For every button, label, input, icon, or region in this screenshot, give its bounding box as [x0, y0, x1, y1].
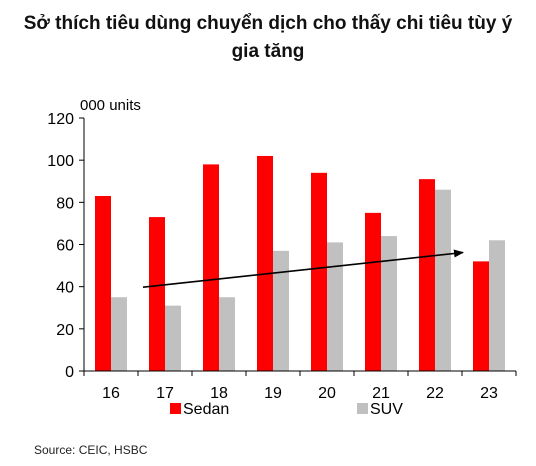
trend-arrow-0	[142, 249, 464, 289]
y-tick-label-40: 40	[56, 280, 74, 297]
bar-suv-18	[219, 297, 235, 371]
bar-suv-22	[435, 189, 451, 371]
y-tick-label-100: 100	[47, 153, 74, 170]
x-tick-label-23: 23	[480, 385, 498, 402]
y-axis-label: 000 units	[80, 97, 141, 114]
y-tick-label-0: 0	[65, 364, 74, 381]
legend-swatch-sedan	[170, 403, 181, 414]
bar-suv-23	[489, 240, 505, 371]
legend-swatch-suv	[357, 403, 368, 414]
bar-sedan-16	[95, 196, 111, 371]
bar-suv-20	[327, 242, 343, 371]
bar-sedan-22	[419, 179, 435, 371]
y-tick-label-20: 20	[56, 322, 74, 339]
bar-sedan-21	[365, 212, 381, 371]
bar-suv-16	[111, 297, 127, 371]
bar-sedan-17	[149, 217, 165, 371]
x-tick-label-21: 21	[372, 385, 390, 402]
x-tick-label-22: 22	[426, 385, 444, 402]
bar-suv-17	[165, 305, 181, 371]
legend: Sedan SUV	[170, 401, 403, 418]
annotation-group	[142, 249, 464, 289]
bar-suv-19	[273, 250, 289, 371]
x-tick-label-20: 20	[318, 385, 336, 402]
chart-title-line-2: gia tăng	[231, 41, 305, 62]
bars-group	[95, 155, 505, 371]
bar-sedan-18	[203, 164, 219, 371]
bar-chart: 0 20 40 60 80 100 120 000 units 16 17 18 19 20 21 22 23…	[47, 97, 517, 418]
bar-sedan-19	[257, 155, 273, 371]
chart-title: Sở thích tiêu dùng chuyển dịch cho thấy …	[0, 10, 536, 66]
legend-label-suv: SUV	[370, 401, 403, 418]
bar-suv-21	[381, 236, 397, 371]
source-note: Source: CEIC, HSBC	[34, 443, 148, 457]
chart-title-line-1: Sở thích tiêu dùng chuyển dịch cho thấy …	[23, 13, 513, 34]
bar-sedan-23	[473, 261, 489, 371]
x-tick-label-17: 17	[156, 385, 174, 402]
y-tick-label-60: 60	[56, 238, 74, 255]
y-tick-label-80: 80	[56, 195, 74, 212]
bar-sedan-20	[311, 172, 327, 371]
y-tick-label-120: 120	[47, 111, 74, 128]
axes-group: 0 20 40 60 80 100 120 000 units 16 17 18 19 20 21 22 23	[47, 97, 517, 402]
x-tick-label-16: 16	[102, 385, 120, 402]
x-tick-label-19: 19	[264, 385, 282, 402]
x-tick-label-18: 18	[210, 385, 228, 402]
legend-label-sedan: Sedan	[183, 401, 229, 418]
